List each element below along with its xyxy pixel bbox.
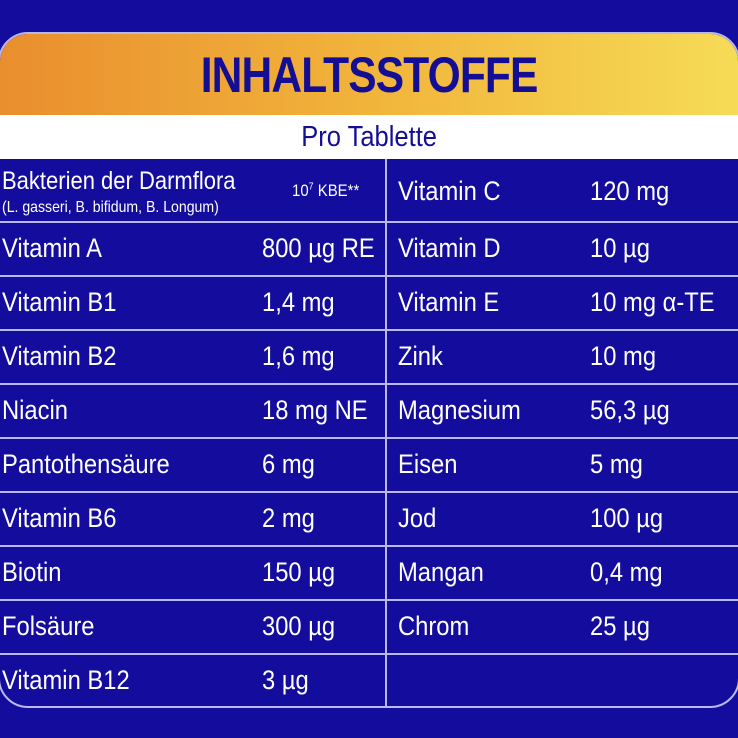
ingredient-name: Eisen (398, 449, 458, 479)
table-row: Vitamin B12 3 µg (0, 655, 738, 706)
ingredient-name: Biotin (2, 557, 62, 587)
title: INHALTSSTOFFE (200, 46, 539, 103)
ingredient-value: 100 µg (590, 503, 664, 533)
ingredient-name: Vitamin B1 (2, 287, 117, 317)
ingredient-value: 6 mg (262, 449, 315, 479)
ingredient-name: Folsäure (2, 611, 95, 641)
table-row: Pantothensäure 6 mg Eisen 5 mg (0, 439, 738, 493)
ingredient-value: 107 KBE** (292, 181, 359, 201)
table-row: Bakterien der Darmflora (L. gasseri, B. … (0, 159, 738, 223)
ingredient-name: Zink (398, 341, 443, 371)
ingredient-value: 10 mg (590, 341, 657, 371)
ingredient-name: Vitamin E (398, 287, 500, 317)
value-base: 10 (292, 181, 309, 200)
value-exponent: 7 (308, 181, 314, 193)
ingredient-name: Niacin (2, 395, 69, 425)
table-row: Vitamin A 800 µg RE Vitamin D 10 µg (0, 223, 738, 277)
ingredient-name: Vitamin A (2, 233, 102, 263)
table-row: Vitamin B6 2 mg Jod 100 µg (0, 493, 738, 547)
ingredient-name: Jod (398, 503, 437, 533)
ingredient-name: Vitamin C (398, 176, 501, 206)
ingredient-value: 2 mg (262, 503, 315, 533)
ingredient-value: 0,4 mg (590, 557, 663, 587)
ingredient-name: Vitamin D (398, 233, 501, 263)
table-row: Folsäure 300 µg Chrom 25 µg (0, 601, 738, 655)
ingredient-value: 1,6 mg (262, 341, 335, 371)
ingredient-name: Vitamin B12 (2, 665, 130, 695)
ingredients-card: INHALTSSTOFFE Pro Tablette Bakterien der… (0, 32, 738, 708)
ingredient-name: Vitamin B2 (2, 341, 117, 371)
title-band: INHALTSSTOFFE (0, 34, 738, 115)
ingredient-value: 3 µg (262, 665, 309, 695)
table-row: Vitamin B2 1,6 mg Zink 10 mg (0, 331, 738, 385)
ingredient-value: 56,3 µg (590, 395, 670, 425)
table-row: Niacin 18 mg NE Magnesium 56,3 µg (0, 385, 738, 439)
ingredient-name: Chrom (398, 611, 470, 641)
table-row: Vitamin B1 1,4 mg Vitamin E 10 mg α-TE (0, 277, 738, 331)
table-row: Biotin 150 µg Mangan 0,4 mg (0, 547, 738, 601)
ingredient-value: 150 µg (262, 557, 336, 587)
value-unit: KBE** (317, 181, 360, 200)
ingredient-name: Bakterien der Darmflora (2, 167, 236, 195)
ingredient-value: 25 µg (590, 611, 650, 641)
column-divider (385, 159, 387, 706)
ingredient-value: 800 µg RE (262, 233, 375, 263)
ingredient-value: 120 mg (590, 176, 670, 206)
ingredient-value: 18 mg NE (262, 395, 368, 425)
ingredient-name: Magnesium (398, 395, 521, 425)
ingredient-detail: (L. gasseri, B. bifidum, B. Longum) (2, 199, 219, 216)
ingredient-name: Vitamin B6 (2, 503, 117, 533)
ingredient-name: Pantothensäure (2, 449, 170, 479)
subtitle-band: Pro Tablette (0, 115, 738, 159)
ingredient-name: Mangan (398, 557, 484, 587)
ingredient-value: 10 mg α-TE (590, 287, 715, 317)
ingredient-value: 5 mg (590, 449, 643, 479)
subtitle: Pro Tablette (301, 120, 437, 153)
ingredient-value: 10 µg (590, 233, 650, 263)
ingredient-value: 1,4 mg (262, 287, 335, 317)
ingredient-value: 300 µg (262, 611, 336, 641)
